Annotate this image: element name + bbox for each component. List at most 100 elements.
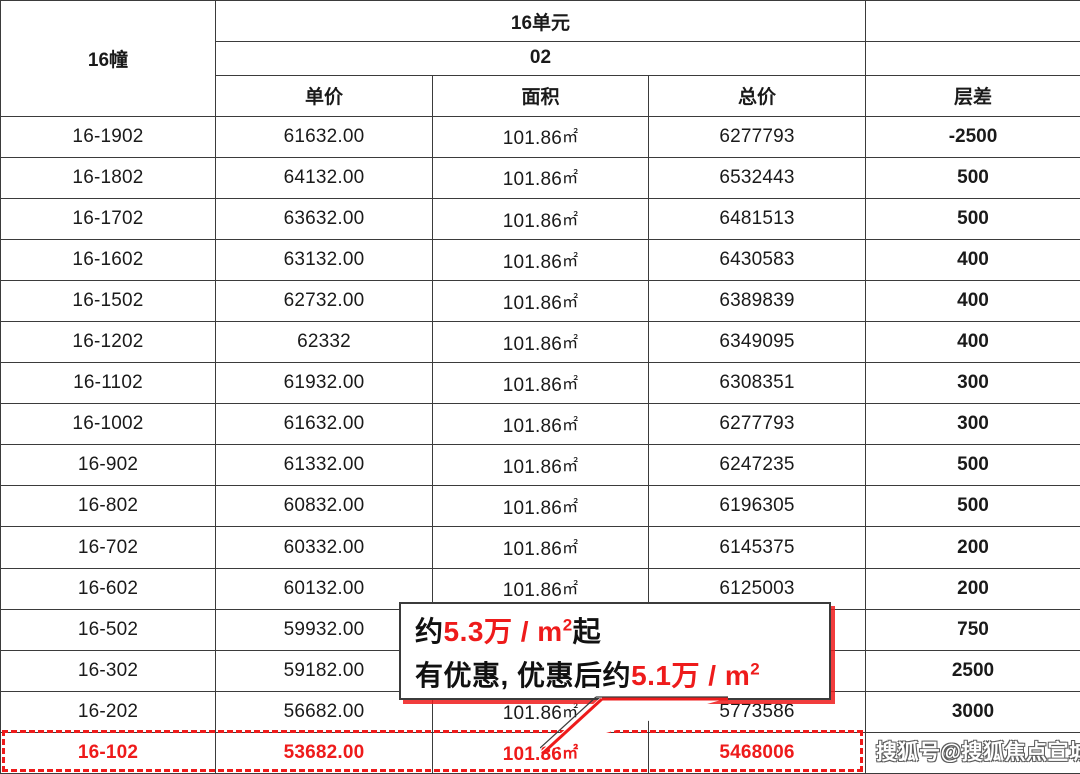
cell-total-price: 6481513 xyxy=(648,197,866,241)
cell-level-diff: 500 xyxy=(865,197,1080,241)
cell-room: 16-902 xyxy=(0,444,216,487)
cell-total-price: 6277793 xyxy=(648,115,866,158)
cell-room: 16-1702 xyxy=(0,197,216,241)
cell-level-diff: 400 xyxy=(865,239,1080,282)
cell-unit-price: 53682.00 xyxy=(215,731,433,774)
cell-area-value: 101.86 xyxy=(502,251,563,273)
cell-unit-price: 60832.00 xyxy=(215,485,433,528)
table-row: 16-702 60332.00 101.86㎡ 6145375 200 xyxy=(0,526,1080,569)
cell-area-unit: ㎡ xyxy=(562,540,579,558)
callout-line1-prefix: 约 xyxy=(415,616,444,647)
cell-total-price: 6308351 xyxy=(648,362,866,405)
cell-room: 16-502 xyxy=(0,608,216,651)
header-row-unit: 16幢 16单元 xyxy=(0,0,1080,117)
cell-unit-price: 64132.00 xyxy=(215,156,433,199)
cell-area-value: 101.86 xyxy=(502,374,563,396)
table-row: 16-1902 61632.00 101.86㎡ 6277793 -2500 xyxy=(0,115,1080,158)
table-row: 16-802 60832.00 101.86㎡ 6196305 500 xyxy=(0,485,1080,528)
header-col-unit-price: 单价 xyxy=(215,74,433,117)
header-col-area: 面积 xyxy=(432,74,649,117)
cell-unit-price: 59182.00 xyxy=(215,649,433,692)
cell-area-value: 101.86 xyxy=(502,210,563,232)
cell-area: 101.86㎡ xyxy=(432,444,649,487)
cell-area-unit: ㎡ xyxy=(562,581,579,599)
table-row: 16-1102 61932.00 101.86㎡ 6308351 300 xyxy=(0,362,1080,405)
cell-unit-price: 59932.00 xyxy=(215,608,433,651)
table-row: 16-1202 62332 101.86㎡ 6349095 400 xyxy=(0,321,1080,364)
cell-area-value: 101.86 xyxy=(502,169,563,191)
cell-area-unit: ㎡ xyxy=(562,170,579,188)
header-col-level-diff: 层差 xyxy=(865,74,1080,117)
cell-total-price: 6247235 xyxy=(648,444,866,487)
cell-area-value: 101.86 xyxy=(502,539,563,561)
header-building-cell: 16幢 xyxy=(0,0,216,117)
header-col-total-price: 总价 xyxy=(648,74,866,117)
cell-area-value: 101.86 xyxy=(502,415,563,437)
header-subunit-cell: 02 xyxy=(215,41,866,76)
cell-area-unit: ㎡ xyxy=(562,252,579,270)
cell-area-unit: ㎡ xyxy=(562,745,579,763)
cell-unit-price: 60132.00 xyxy=(215,567,433,610)
cell-room: 16-1202 xyxy=(0,321,216,364)
callout-line2-superscript: 2 xyxy=(750,659,761,679)
cell-unit-price: 62732.00 xyxy=(215,280,433,323)
cell-level-diff: 3000 xyxy=(865,690,1080,733)
cell-area: 101.86㎡ xyxy=(432,115,649,158)
cell-unit-price: 63632.00 xyxy=(215,197,433,241)
cell-level-diff: -2500 xyxy=(865,115,1080,158)
table-row: 16-902 61332.00 101.86㎡ 6247235 500 xyxy=(0,444,1080,487)
cell-area-unit: ㎡ xyxy=(562,293,579,311)
cell-total-price: 6430583 xyxy=(648,239,866,282)
cell-area: 101.86㎡ xyxy=(432,362,649,405)
cell-room: 16-802 xyxy=(0,485,216,528)
cell-area: 101.86㎡ xyxy=(432,197,649,241)
cell-area: 101.86㎡ xyxy=(432,403,649,446)
cell-level-diff: 200 xyxy=(865,567,1080,610)
cell-level-diff: 400 xyxy=(865,280,1080,323)
cell-room: 16-1902 xyxy=(0,115,216,158)
cell-area: 101.86㎡ xyxy=(432,156,649,199)
cell-area: 101.86㎡ xyxy=(432,485,649,528)
cell-area-value: 101.86 xyxy=(502,128,563,150)
cell-area-unit: ㎡ xyxy=(562,375,579,393)
cell-level-diff: 750 xyxy=(865,608,1080,651)
cell-area: 101.86㎡ xyxy=(432,280,649,323)
cell-unit-price: 62332 xyxy=(215,321,433,364)
cell-area-value: 101.86 xyxy=(502,292,563,314)
cell-area-value: 101.86 xyxy=(502,497,563,519)
table-row: 16-1502 62732.00 101.86㎡ 6389839 400 xyxy=(0,280,1080,323)
cell-total-price: 6145375 xyxy=(648,526,866,569)
cell-level-diff xyxy=(865,731,1080,774)
cell-area: 101.86㎡ xyxy=(432,239,649,282)
cell-level-diff: 500 xyxy=(865,444,1080,487)
table-row: 16-1602 63132.00 101.86㎡ 6430583 400 xyxy=(0,239,1080,282)
header-diff-blank-mid xyxy=(865,41,1080,76)
cell-level-diff: 300 xyxy=(865,403,1080,446)
cell-total-price: 6532443 xyxy=(648,156,866,199)
cell-room: 16-302 xyxy=(0,649,216,692)
cell-area-unit: ㎡ xyxy=(562,211,579,229)
table-row: 16-1002 61632.00 101.86㎡ 6277793 300 xyxy=(0,403,1080,446)
cell-total-price: 6277793 xyxy=(648,403,866,446)
cell-area-unit: ㎡ xyxy=(562,416,579,434)
callout-line1-suffix: 起 xyxy=(572,616,602,647)
cell-area-value: 101.86 xyxy=(502,456,563,478)
cell-room: 16-1502 xyxy=(0,280,216,323)
callout-line1-superscript: 2 xyxy=(562,615,573,635)
cell-level-diff: 500 xyxy=(865,156,1080,199)
cell-total-price: 6389839 xyxy=(648,280,866,323)
cell-area: 101.86㎡ xyxy=(432,526,649,569)
callout-line-1: 约5.3万 / m2起 xyxy=(415,610,829,654)
cell-area-value: 101.86 xyxy=(502,333,563,355)
price-callout: 约5.3万 / m2起 有优惠, 优惠后约5.1万 / m2 xyxy=(399,602,831,700)
cell-area-value: 101.86 xyxy=(502,703,563,725)
cell-room: 16-1802 xyxy=(0,156,216,199)
table-row: 16-1802 64132.00 101.86㎡ 6532443 500 xyxy=(0,156,1080,199)
cell-area-value: 101.86 xyxy=(502,580,563,602)
header-diff-blank-top xyxy=(865,0,1080,43)
cell-room: 16-602 xyxy=(0,567,216,610)
cell-room: 16-1002 xyxy=(0,403,216,446)
cell-area-unit: ㎡ xyxy=(562,457,579,475)
callout-line1-value: 5.3万 / m xyxy=(443,616,563,647)
table-row: 16-102 53682.00 101.86㎡ 5468006 xyxy=(0,731,1080,774)
